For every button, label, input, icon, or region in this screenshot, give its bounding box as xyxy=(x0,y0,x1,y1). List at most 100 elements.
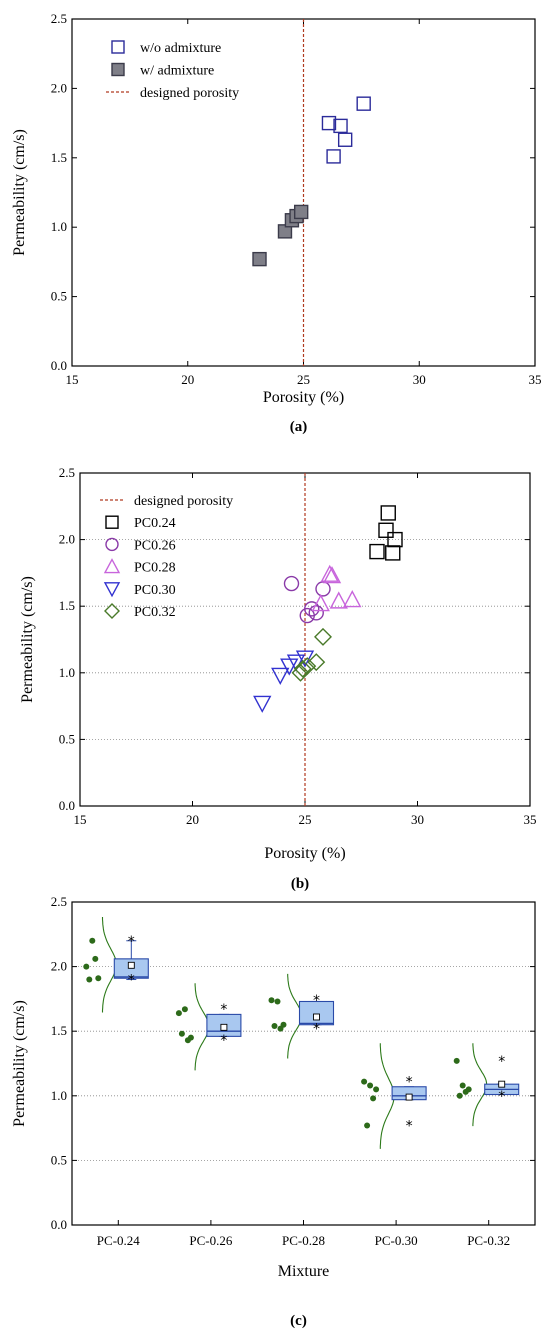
legend-marker xyxy=(103,582,121,598)
x-tick-label: 35 xyxy=(524,812,537,827)
data-point xyxy=(181,1006,188,1013)
data-point xyxy=(333,118,348,134)
extreme-marker: * xyxy=(128,973,135,989)
x-axis-title: Mixture xyxy=(278,1263,330,1280)
data-point xyxy=(307,653,326,672)
y-tick-label: 2.5 xyxy=(51,11,67,26)
data-point xyxy=(95,975,102,982)
data-point xyxy=(293,659,312,678)
legend-label: w/o admixture xyxy=(140,41,221,56)
legend-marker xyxy=(103,558,121,574)
data-point xyxy=(373,1086,380,1093)
x-tick-label: 25 xyxy=(297,372,310,387)
data-point xyxy=(462,1088,469,1095)
data-point xyxy=(456,1092,463,1099)
box-chart-c: 0.0 0.5 1.0 1.5 2.0 2.5 Permeability (cm/s) Mix… xyxy=(11,894,536,1329)
y-tick-label: 1.5 xyxy=(51,150,67,165)
x-tick-label: 20 xyxy=(181,372,194,387)
extreme-marker: * xyxy=(313,993,320,1009)
data-point xyxy=(86,976,93,983)
x-tick-label: 30 xyxy=(411,812,424,827)
panel-c: 0.0 0.5 1.0 1.5 2.0 2.5 Permeability (cm/s) Mix… xyxy=(0,894,550,1332)
extreme-marker: * xyxy=(406,1119,413,1135)
panel-label: (b) xyxy=(291,876,309,892)
data-point xyxy=(178,1030,185,1037)
legend-label: designed porosity xyxy=(134,494,233,509)
data-point xyxy=(315,581,331,597)
extreme-marker: * xyxy=(220,1002,227,1018)
x-tick-label: 35 xyxy=(529,372,542,387)
data-point xyxy=(311,594,330,612)
data-point xyxy=(364,1122,371,1129)
data-point xyxy=(299,607,315,624)
data-point xyxy=(459,1082,466,1089)
data-point xyxy=(92,955,99,962)
box xyxy=(298,1000,335,1026)
y-tick-label: 1.5 xyxy=(51,1023,67,1038)
data-point xyxy=(295,650,315,668)
data-point xyxy=(252,251,267,267)
data-point xyxy=(337,132,353,147)
extreme-marker: * xyxy=(498,1054,505,1070)
mean-marker xyxy=(498,1080,506,1088)
y-tick-label: 0.0 xyxy=(59,798,75,813)
y-tick-label: 0.5 xyxy=(59,731,75,746)
legend-label: PC0.32 xyxy=(134,605,176,620)
y-axis-title: Permeability (cm/s) xyxy=(11,129,28,256)
data-point xyxy=(385,545,401,561)
x-tick-label: 30 xyxy=(413,372,426,387)
legend-label: designed porosity xyxy=(140,86,239,101)
data-point xyxy=(274,998,281,1005)
mean-marker xyxy=(313,1013,320,1021)
extreme-marker: * xyxy=(220,1033,227,1049)
y-tick-label: 2.5 xyxy=(51,894,67,909)
panel-b: 0.0 0.5 1.0 1.5 2.0 2.5 Permeability (cm/s) Por… xyxy=(0,440,550,895)
x-tick-label: 15 xyxy=(66,372,79,387)
data-point xyxy=(283,575,300,592)
legend-label: PC0.30 xyxy=(134,583,176,598)
data-point xyxy=(343,590,362,608)
data-point xyxy=(268,997,275,1004)
x-axis-title: Porosity (%) xyxy=(264,845,345,862)
x-tick-label: PC-0.32 xyxy=(467,1233,510,1248)
legend-label: PC0.28 xyxy=(134,561,176,576)
data-point xyxy=(271,1023,278,1030)
panel-a: 0.0 0.5 1.0 1.5 2.0 2.5 Permeability (cm/s) Por… xyxy=(0,0,550,440)
y-tick-label: 2.5 xyxy=(59,465,75,480)
data-point xyxy=(320,564,339,582)
data-point xyxy=(378,522,394,538)
data-point xyxy=(329,591,348,609)
scatter-chart-a: 0.0 0.5 1.0 1.5 2.0 2.5 Permeability (cm/s) Por… xyxy=(11,11,542,435)
x-tick-label: PC-0.30 xyxy=(375,1233,418,1248)
plot-frame xyxy=(71,901,536,1226)
data-point xyxy=(89,937,96,944)
y-tick-label: 0.0 xyxy=(51,358,67,373)
y-tick-label: 1.0 xyxy=(59,665,75,680)
data-point xyxy=(298,657,317,676)
y-tick-label: 2.0 xyxy=(51,80,67,95)
x-axis-title: Porosity (%) xyxy=(263,389,344,406)
x-tick-label: 20 xyxy=(186,812,199,827)
y-axis-title: Permeability (cm/s) xyxy=(19,576,36,703)
data-point xyxy=(369,543,385,560)
data-point xyxy=(326,149,341,164)
y-tick-label: 0.0 xyxy=(51,1217,67,1232)
legend-label: PC0.26 xyxy=(134,538,176,553)
mean-marker xyxy=(127,961,135,969)
x-tick-label: PC-0.26 xyxy=(189,1233,232,1248)
data-point xyxy=(321,115,337,131)
panel-label: (c) xyxy=(290,1313,307,1329)
y-axis-title: Permeability (cm/s) xyxy=(11,1000,28,1127)
extreme-marker: * xyxy=(498,1089,505,1105)
legend-marker xyxy=(105,515,119,529)
data-point xyxy=(308,605,324,621)
extreme-marker: * xyxy=(313,1022,320,1038)
data-point xyxy=(322,566,342,584)
legend-label: PC0.24 xyxy=(134,516,176,531)
y-tick-label: 1.5 xyxy=(59,598,75,613)
scatter-chart-b: 0.0 0.5 1.0 1.5 2.0 2.5 Permeability (cm/s) Por… xyxy=(19,465,537,892)
y-tick-label: 2.0 xyxy=(59,532,75,547)
legend-marker xyxy=(111,62,125,77)
data-point xyxy=(380,505,396,521)
data-point xyxy=(253,695,272,713)
